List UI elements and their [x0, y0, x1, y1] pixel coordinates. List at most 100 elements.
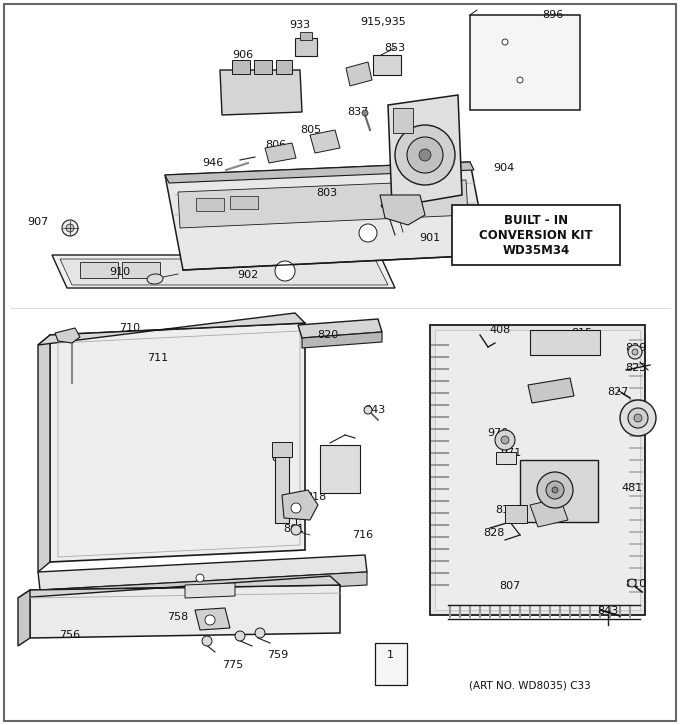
- Text: 775: 775: [222, 660, 243, 670]
- Text: 827: 827: [607, 387, 629, 397]
- Circle shape: [502, 39, 508, 45]
- Circle shape: [62, 220, 78, 236]
- Circle shape: [359, 224, 377, 242]
- Circle shape: [362, 110, 368, 116]
- Polygon shape: [18, 576, 340, 598]
- Text: 915,935: 915,935: [360, 17, 406, 27]
- Polygon shape: [40, 572, 367, 603]
- Circle shape: [202, 636, 212, 646]
- Polygon shape: [528, 378, 574, 403]
- Circle shape: [628, 579, 636, 587]
- Bar: [272, 442, 292, 457]
- Text: 408: 408: [490, 325, 511, 335]
- Text: 817: 817: [271, 453, 292, 463]
- Text: 970: 970: [488, 428, 509, 438]
- Text: (ART NO. WD8035) C33: (ART NO. WD8035) C33: [469, 680, 591, 690]
- Circle shape: [495, 430, 515, 450]
- Text: 902: 902: [237, 270, 258, 280]
- Circle shape: [537, 472, 573, 508]
- Text: 807: 807: [499, 581, 521, 591]
- Text: 971: 971: [500, 448, 522, 458]
- Text: 896: 896: [543, 10, 564, 20]
- Polygon shape: [60, 259, 388, 285]
- Text: 946: 946: [203, 158, 224, 168]
- Circle shape: [632, 349, 638, 355]
- Circle shape: [407, 137, 443, 173]
- Text: 758: 758: [167, 612, 188, 622]
- Circle shape: [196, 574, 204, 582]
- Bar: [300, 32, 312, 40]
- Text: 759: 759: [267, 650, 288, 660]
- Text: 906: 906: [233, 50, 254, 60]
- Text: 805: 805: [301, 125, 322, 135]
- Bar: [496, 452, 516, 464]
- Bar: [373, 55, 401, 75]
- Circle shape: [501, 436, 509, 444]
- Text: 806: 806: [265, 140, 286, 150]
- Text: 850: 850: [324, 445, 345, 455]
- Polygon shape: [185, 583, 235, 598]
- Circle shape: [546, 481, 564, 499]
- Bar: [276, 60, 292, 74]
- Bar: [530, 330, 600, 355]
- Text: 756: 756: [59, 630, 80, 640]
- Text: 801: 801: [284, 524, 305, 534]
- Polygon shape: [30, 585, 340, 638]
- Text: 840: 840: [537, 505, 559, 515]
- Bar: [505, 505, 527, 523]
- Circle shape: [419, 149, 431, 161]
- Bar: [230, 196, 258, 209]
- Text: 853: 853: [384, 43, 405, 53]
- Polygon shape: [430, 325, 645, 615]
- Bar: [320, 445, 360, 493]
- Text: 815: 815: [571, 328, 592, 338]
- Polygon shape: [388, 95, 462, 207]
- Circle shape: [235, 631, 245, 641]
- Circle shape: [552, 487, 558, 493]
- Text: 710: 710: [120, 323, 141, 333]
- Text: 901: 901: [420, 233, 441, 243]
- Text: 810: 810: [626, 579, 647, 589]
- Text: 828: 828: [483, 528, 505, 538]
- Bar: [254, 60, 272, 74]
- Circle shape: [255, 628, 265, 638]
- Polygon shape: [282, 490, 318, 520]
- Bar: [295, 38, 317, 56]
- Circle shape: [364, 406, 372, 414]
- Text: 843: 843: [597, 606, 619, 616]
- Polygon shape: [165, 162, 474, 183]
- Circle shape: [291, 503, 301, 513]
- Text: 910: 910: [109, 267, 131, 277]
- Text: 803: 803: [316, 188, 337, 198]
- Polygon shape: [38, 313, 305, 345]
- Bar: [393, 108, 413, 133]
- Polygon shape: [178, 180, 468, 228]
- Polygon shape: [220, 70, 302, 115]
- Text: 861: 861: [379, 200, 401, 210]
- Text: 818: 818: [305, 492, 326, 502]
- Polygon shape: [380, 195, 425, 225]
- Text: 904: 904: [494, 163, 515, 173]
- Text: 943: 943: [364, 405, 386, 415]
- Text: 802: 802: [543, 388, 564, 398]
- Circle shape: [66, 224, 74, 232]
- Polygon shape: [52, 255, 395, 288]
- Text: 820: 820: [318, 330, 339, 340]
- Bar: [520, 460, 598, 522]
- Text: 811: 811: [496, 505, 517, 515]
- Circle shape: [634, 414, 642, 422]
- Polygon shape: [310, 130, 340, 153]
- Circle shape: [517, 77, 523, 83]
- Bar: [452, 205, 620, 265]
- Polygon shape: [18, 590, 30, 646]
- Bar: [122, 262, 160, 278]
- Bar: [375, 643, 407, 685]
- Ellipse shape: [161, 276, 179, 286]
- Polygon shape: [50, 323, 305, 562]
- Text: 907: 907: [27, 217, 49, 227]
- Polygon shape: [195, 608, 230, 630]
- Circle shape: [620, 400, 656, 436]
- Text: BUILT - IN
CONVERSION KIT
WD35M34: BUILT - IN CONVERSION KIT WD35M34: [479, 213, 593, 257]
- Polygon shape: [38, 335, 50, 572]
- Circle shape: [628, 408, 648, 428]
